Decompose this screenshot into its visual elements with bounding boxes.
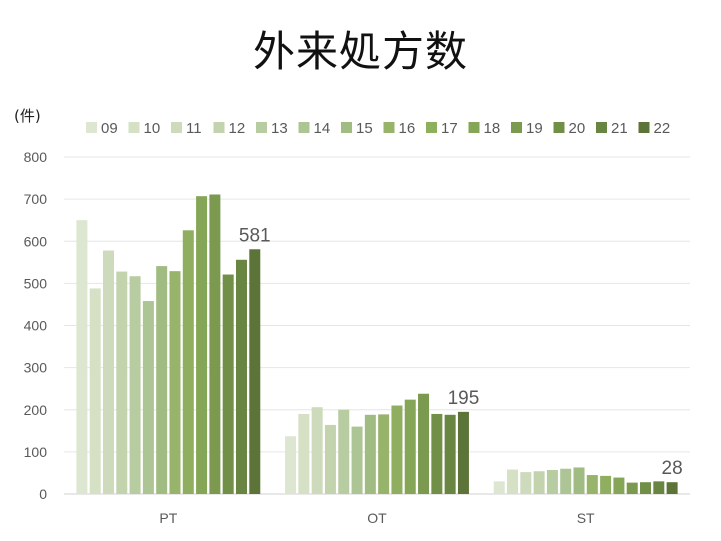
legend-label: 13 bbox=[271, 120, 288, 137]
legend-swatch bbox=[128, 122, 140, 133]
bar-11-ST bbox=[520, 472, 532, 494]
bar-13-ST bbox=[546, 469, 558, 494]
legend-swatch bbox=[298, 122, 310, 133]
y-tick-label: 300 bbox=[24, 360, 48, 376]
bar-19-PT bbox=[209, 194, 221, 494]
y-tick-label: 700 bbox=[24, 191, 48, 207]
legend-label: 11 bbox=[186, 120, 202, 137]
legend-swatch bbox=[341, 122, 352, 133]
legend-swatch bbox=[596, 122, 607, 133]
bar-11-PT bbox=[102, 250, 114, 494]
y-tick-label: 200 bbox=[24, 402, 48, 418]
bar-18-ST bbox=[613, 477, 625, 494]
bar-16-OT bbox=[378, 414, 390, 494]
legend-swatch bbox=[383, 122, 395, 133]
bar-11-OT bbox=[311, 407, 323, 494]
chart-title: 外来処方数 bbox=[252, 27, 468, 76]
bar-21-ST bbox=[653, 481, 665, 494]
legend-label: 19 bbox=[526, 120, 543, 137]
y-tick-label: 500 bbox=[24, 275, 48, 291]
legend-label: 16 bbox=[399, 120, 416, 137]
bar-09-OT bbox=[285, 436, 297, 494]
x-category-label: OT bbox=[367, 510, 387, 526]
bar-21-OT bbox=[444, 414, 456, 494]
bar-12-PT bbox=[116, 271, 128, 494]
bar-17-OT bbox=[391, 405, 403, 494]
legend-label: 10 bbox=[144, 120, 161, 137]
data-labels: 581 195 28 bbox=[239, 225, 683, 479]
x-category-label: PT bbox=[159, 510, 177, 526]
bar-20-OT bbox=[431, 413, 443, 494]
legend-label: 14 bbox=[314, 120, 331, 137]
bar-22-PT bbox=[249, 249, 261, 494]
legend: 09 10 11 12 13 14 15 16 17 18 19 20 21 22 bbox=[86, 120, 670, 137]
bar-19-OT bbox=[418, 393, 430, 494]
bar-10-OT bbox=[298, 413, 310, 494]
bar-15-ST bbox=[573, 467, 585, 494]
y-tick-label: 800 bbox=[24, 149, 48, 165]
bar-14-PT bbox=[142, 301, 154, 494]
data-label: 28 bbox=[662, 458, 683, 479]
data-label: 195 bbox=[448, 388, 480, 409]
y-tick-label: 400 bbox=[24, 318, 48, 334]
legend-label: 12 bbox=[229, 120, 246, 137]
bar-19-ST bbox=[626, 482, 638, 494]
y-tick-label: 0 bbox=[39, 486, 47, 502]
bar-09-PT bbox=[76, 220, 88, 494]
bar-17-ST bbox=[600, 475, 612, 494]
legend-swatch bbox=[426, 122, 437, 133]
legend-swatch bbox=[553, 122, 565, 133]
bar-14-ST bbox=[560, 468, 572, 494]
legend-label: 18 bbox=[484, 120, 501, 137]
legend-swatch bbox=[256, 122, 267, 133]
legend-label: 09 bbox=[101, 120, 118, 137]
bar-14-OT bbox=[351, 426, 363, 494]
bar-20-PT bbox=[222, 274, 234, 494]
x-category-label: ST bbox=[577, 510, 595, 526]
legend-label: 22 bbox=[654, 120, 671, 137]
bar-20-ST bbox=[640, 482, 652, 494]
bar-15-PT bbox=[156, 266, 168, 494]
bar-16-PT bbox=[169, 271, 181, 494]
y-tick-label: 600 bbox=[24, 233, 48, 249]
bar-09-ST bbox=[493, 481, 505, 494]
bar-13-PT bbox=[129, 276, 141, 494]
bar-16-ST bbox=[586, 475, 598, 494]
bar-21-PT bbox=[235, 259, 247, 494]
y-axis-ticks: 0 100 200 300 400 500 600 700 800 bbox=[24, 149, 48, 502]
legend-label: 20 bbox=[569, 120, 586, 137]
bar-18-OT bbox=[404, 399, 416, 494]
bar-17-PT bbox=[182, 230, 194, 495]
legend-label: 15 bbox=[356, 120, 373, 137]
bar-10-ST bbox=[507, 469, 519, 494]
legend-swatch bbox=[638, 122, 650, 133]
legend-swatch bbox=[213, 122, 225, 133]
data-label: 581 bbox=[239, 225, 271, 246]
legend-label: 21 bbox=[611, 120, 628, 137]
legend-swatch bbox=[171, 122, 182, 133]
y-tick-label: 100 bbox=[24, 444, 48, 460]
legend-swatch bbox=[86, 122, 97, 133]
bar-12-OT bbox=[324, 424, 336, 494]
bar-22-ST bbox=[666, 482, 678, 494]
bar-15-OT bbox=[364, 414, 376, 494]
legend-swatch bbox=[468, 122, 480, 133]
y-axis-unit: (件) bbox=[14, 107, 41, 125]
legend-swatch bbox=[511, 122, 522, 133]
gridlines bbox=[64, 156, 690, 495]
bars bbox=[76, 194, 678, 495]
x-axis-categories: PT OT ST bbox=[159, 510, 595, 526]
bar-18-PT bbox=[196, 196, 208, 494]
bar-13-OT bbox=[338, 409, 350, 494]
legend-label: 17 bbox=[441, 120, 458, 137]
bar-22-OT bbox=[457, 411, 469, 494]
bar-10-PT bbox=[89, 288, 101, 494]
bar-12-ST bbox=[533, 471, 545, 494]
